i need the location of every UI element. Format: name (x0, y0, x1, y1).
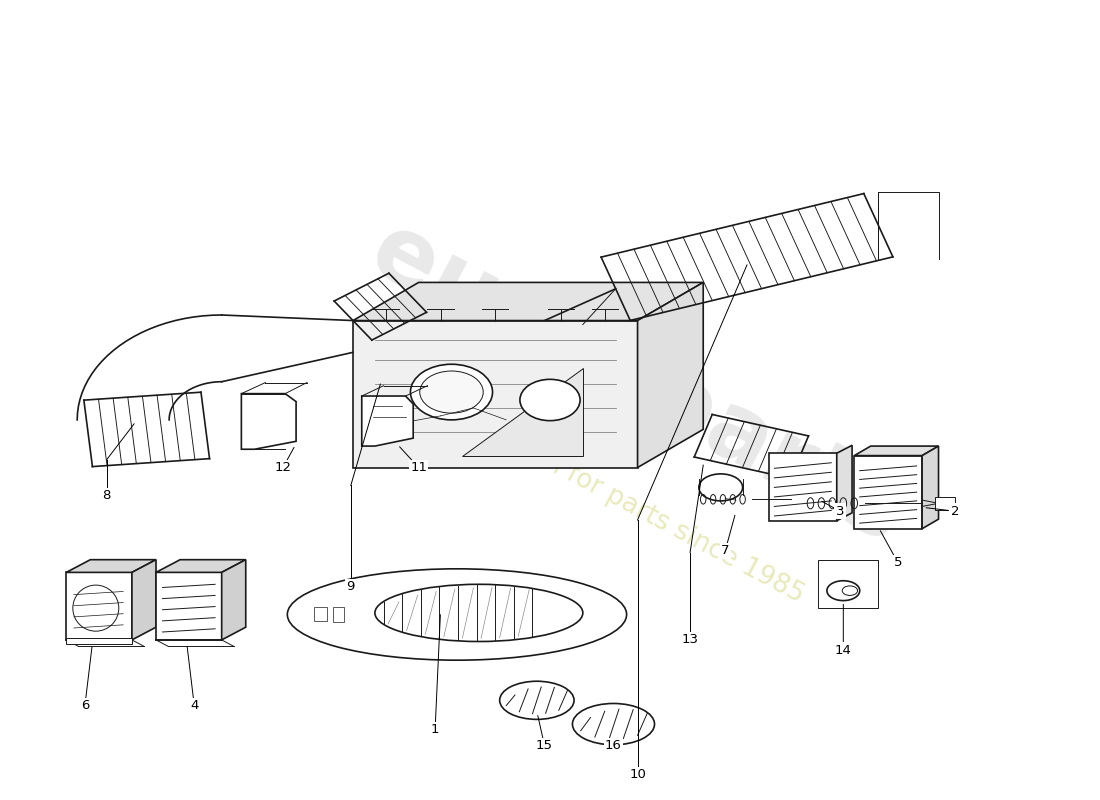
Text: 16: 16 (605, 739, 621, 752)
Text: 8: 8 (102, 489, 111, 502)
Ellipse shape (499, 682, 574, 719)
Bar (66, 572, 132, 640)
Ellipse shape (287, 569, 627, 660)
Polygon shape (462, 368, 583, 456)
Text: euroSparts: euroSparts (355, 205, 920, 563)
Ellipse shape (698, 474, 742, 501)
Text: 2: 2 (950, 505, 959, 518)
Text: 5: 5 (894, 556, 902, 570)
Text: 11: 11 (410, 461, 427, 474)
Bar (156, 572, 222, 640)
Text: 12: 12 (275, 461, 292, 474)
Polygon shape (818, 561, 878, 608)
Ellipse shape (520, 379, 580, 421)
Bar (935, 497, 955, 510)
Bar (66, 638, 132, 644)
Text: 6: 6 (80, 699, 89, 712)
Bar (333, 606, 344, 622)
Polygon shape (638, 282, 703, 467)
Polygon shape (353, 282, 703, 321)
Text: 1: 1 (431, 723, 439, 736)
Polygon shape (241, 394, 296, 450)
Polygon shape (156, 560, 245, 572)
Text: a passion for parts since 1985: a passion for parts since 1985 (444, 398, 808, 608)
Bar (855, 456, 922, 529)
Polygon shape (837, 446, 852, 521)
Ellipse shape (375, 584, 583, 642)
Ellipse shape (572, 703, 654, 745)
Bar (769, 454, 837, 521)
Text: 7: 7 (720, 545, 729, 558)
Text: 4: 4 (190, 699, 198, 712)
Text: 10: 10 (629, 769, 646, 782)
Text: 13: 13 (682, 634, 698, 646)
Text: 14: 14 (835, 644, 851, 657)
Polygon shape (222, 560, 245, 640)
Polygon shape (353, 321, 638, 467)
Polygon shape (66, 560, 156, 572)
Ellipse shape (73, 585, 119, 631)
Polygon shape (362, 396, 414, 446)
Polygon shape (855, 446, 938, 456)
Polygon shape (922, 446, 938, 529)
Bar (314, 606, 327, 621)
Text: 3: 3 (836, 505, 845, 518)
Polygon shape (132, 560, 156, 640)
Ellipse shape (843, 586, 858, 595)
Text: 9: 9 (346, 580, 355, 593)
Ellipse shape (420, 371, 483, 413)
Ellipse shape (410, 364, 493, 420)
Ellipse shape (827, 581, 860, 601)
Text: 15: 15 (536, 739, 553, 752)
